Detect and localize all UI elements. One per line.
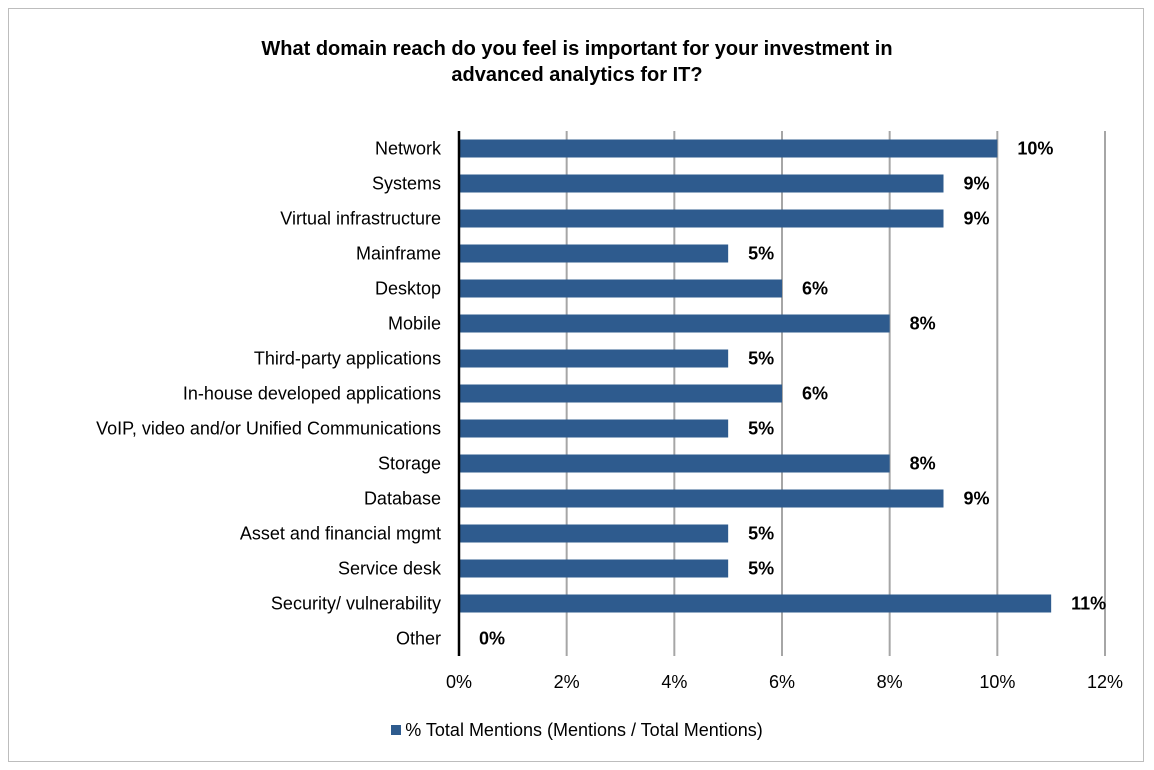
bar: [459, 174, 944, 193]
data-label: 6%: [802, 384, 828, 404]
data-label: 8%: [910, 314, 936, 334]
legend-swatch: [391, 725, 402, 735]
data-label: 9%: [964, 209, 990, 229]
data-label: 9%: [964, 489, 990, 509]
bar: [459, 349, 729, 368]
data-label: 5%: [748, 244, 774, 264]
category-label: Virtual infrastructure: [280, 209, 441, 229]
data-label: 6%: [802, 279, 828, 299]
category-label: Asset and financial mgmt: [240, 524, 441, 544]
bar: [459, 454, 890, 473]
category-label: Service desk: [338, 559, 442, 579]
bar: [459, 244, 729, 263]
bar: [459, 279, 782, 298]
data-label: 5%: [748, 524, 774, 544]
data-label: 5%: [748, 419, 774, 439]
category-label: Storage: [378, 454, 441, 474]
category-label: Mobile: [388, 314, 441, 334]
x-tick-label: 0%: [446, 672, 472, 692]
x-tick-label: 8%: [877, 672, 903, 692]
category-label: Systems: [372, 174, 441, 194]
x-tick-label: 10%: [979, 672, 1015, 692]
x-tick-label: 4%: [661, 672, 687, 692]
category-label: Security/ vulnerability: [271, 594, 441, 614]
category-label: VoIP, video and/or Unified Communication…: [96, 419, 441, 439]
category-label: Other: [396, 629, 441, 649]
bars: [459, 139, 1052, 613]
data-label: 5%: [748, 349, 774, 369]
data-label: 5%: [748, 559, 774, 579]
data-label: 8%: [910, 454, 936, 474]
bar: [459, 524, 729, 543]
labels: 0% 2% 4% 6% 8% 10% 12% Network 10% Systems 9% Virtu…: [96, 139, 1123, 693]
chart-title: What domain reach do you feel is importa…: [261, 38, 893, 86]
category-label: Database: [364, 489, 441, 509]
x-tick-label: 6%: [769, 672, 795, 692]
bar: [459, 139, 998, 158]
category-label: Network: [375, 139, 442, 159]
bar: [459, 419, 729, 438]
category-label: Third-party applications: [254, 349, 441, 369]
data-label: 0%: [479, 629, 505, 649]
bar: [459, 384, 782, 403]
data-label: 11%: [1071, 594, 1106, 614]
category-label: In-house developed applications: [183, 384, 441, 404]
legend: % Total Mentions (Mentions / Total Menti…: [0, 720, 1154, 741]
bar: [459, 314, 890, 333]
bar: [459, 594, 1052, 613]
category-label: Desktop: [375, 279, 441, 299]
bar: [459, 489, 944, 508]
x-tick-label: 12%: [1087, 672, 1123, 692]
bar: [459, 209, 944, 228]
data-label: 9%: [964, 174, 990, 194]
bar: [459, 559, 729, 578]
legend-label: % Total Mentions (Mentions / Total Menti…: [405, 720, 763, 740]
category-label: Mainframe: [356, 244, 441, 264]
x-tick-label: 2%: [554, 672, 580, 692]
data-label: 10%: [1017, 139, 1053, 159]
